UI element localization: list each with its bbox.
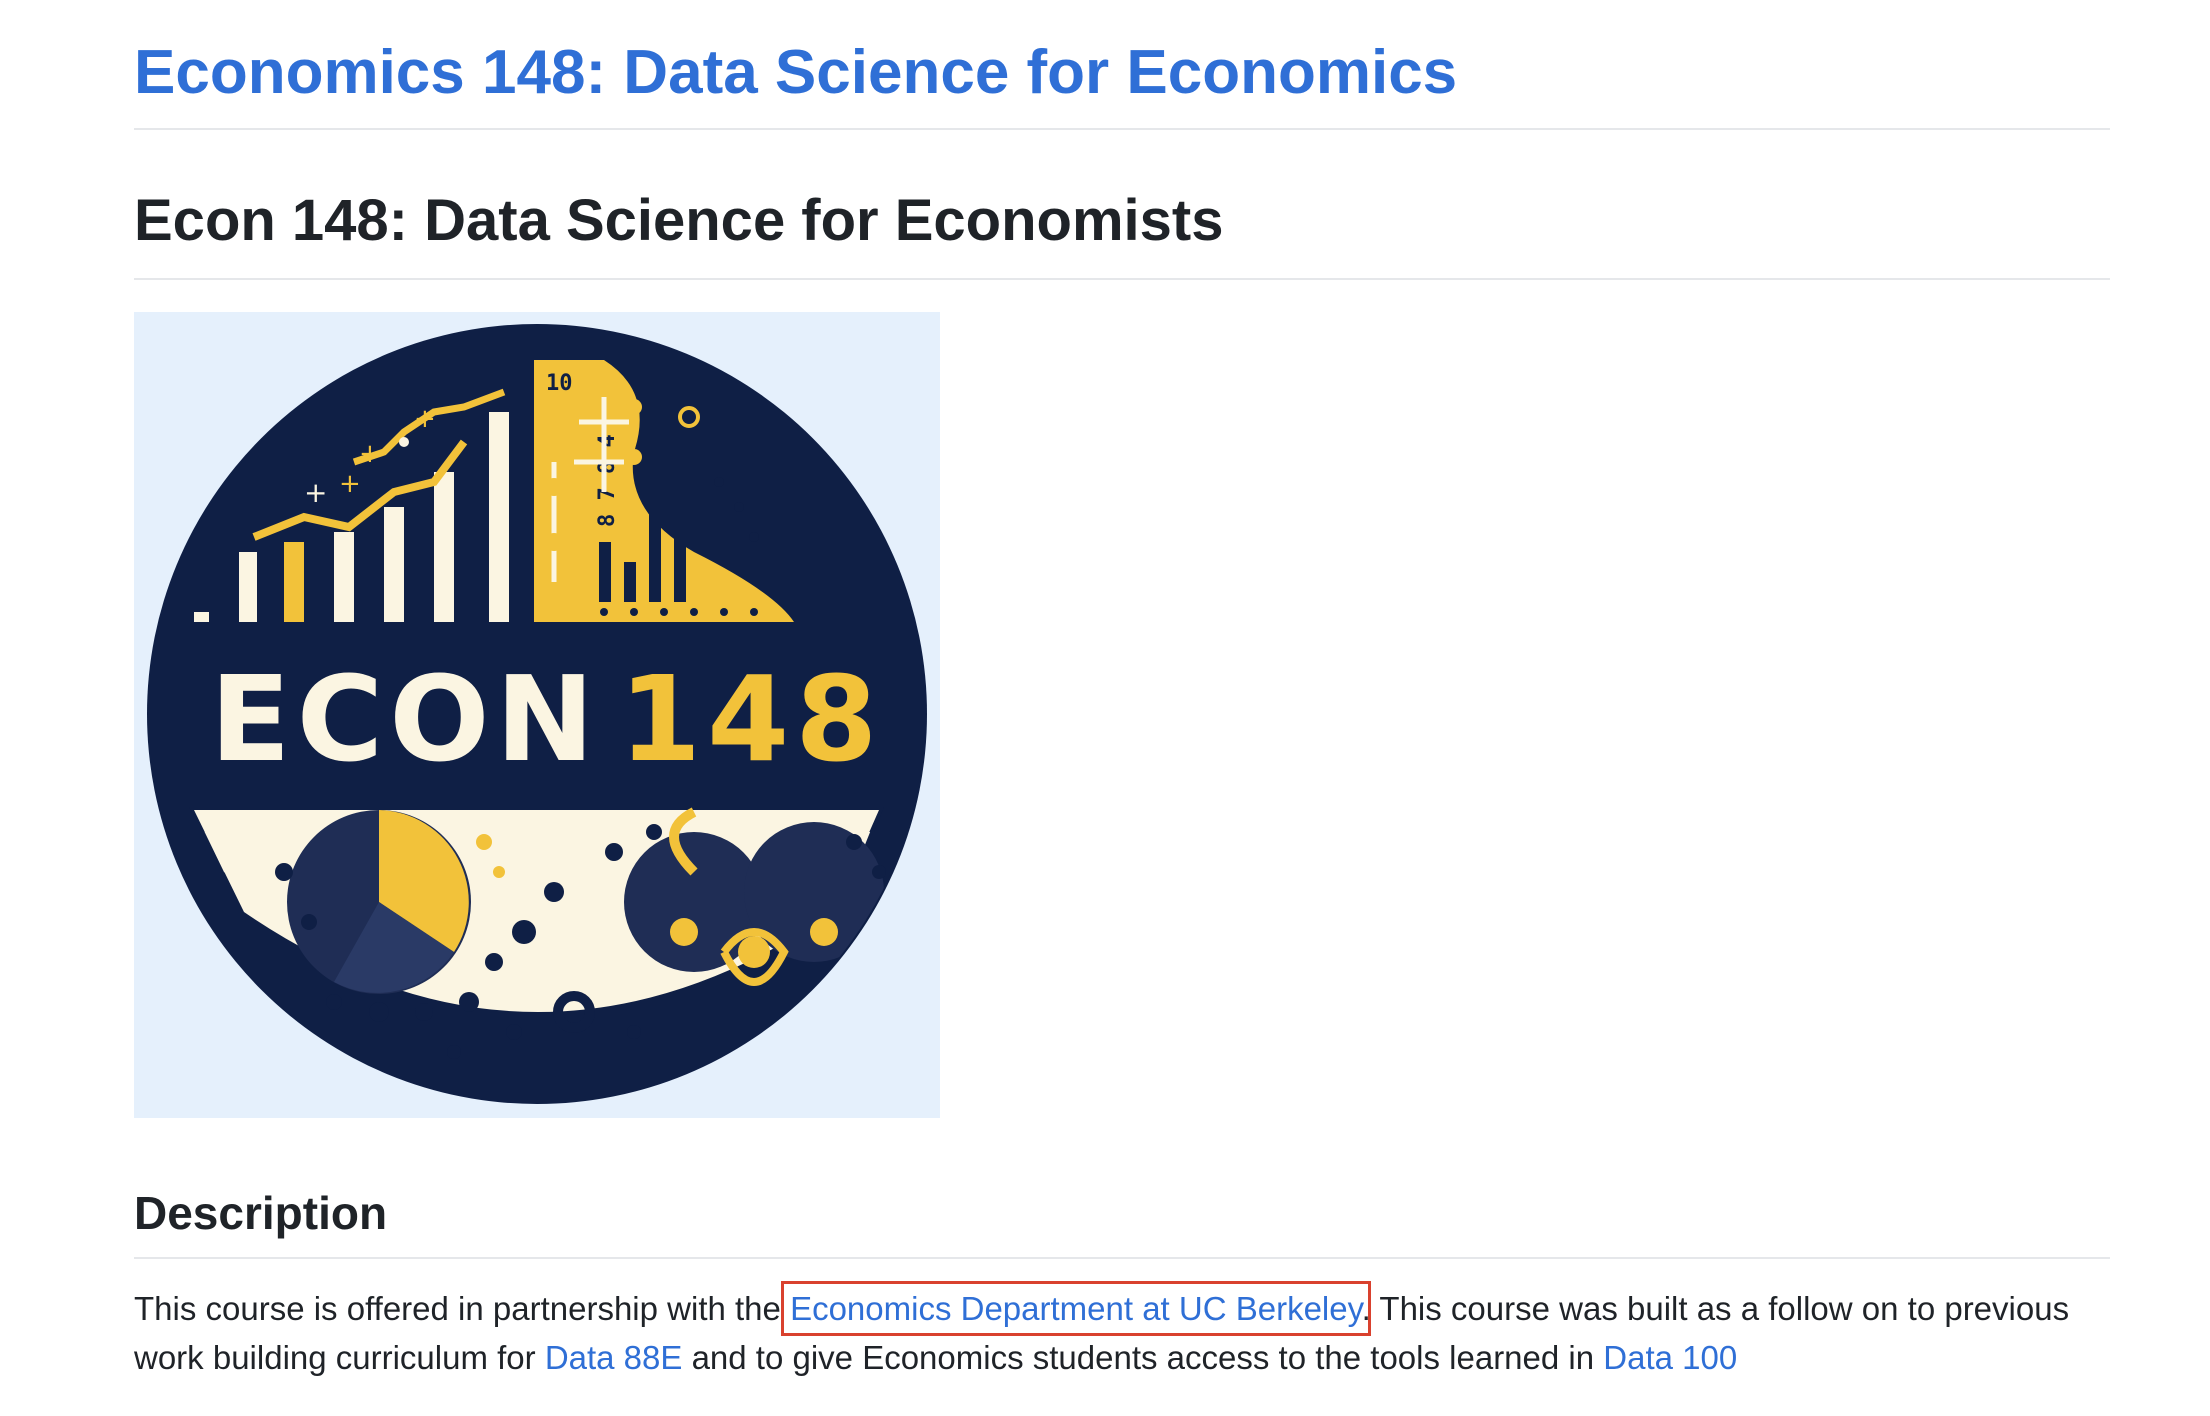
bar-chart-icon — [239, 552, 257, 622]
description-text: This course is offered in partnership wi… — [134, 1290, 791, 1327]
course-logo: + + + + 10 8 7 8 4 — [134, 312, 940, 1118]
page-title: Econ 148: Data Science for Economists — [134, 188, 1224, 253]
svg-text:+: + — [414, 404, 436, 434]
description-paragraph: This course is offered in partnership wi… — [134, 1281, 2110, 1382]
data-100-link[interactable]: Data 100 — [1603, 1339, 1738, 1376]
svg-text:+: + — [359, 439, 381, 469]
logo-text-econ: ECON — [210, 650, 600, 788]
logo-graphic: + + + + 10 8 7 8 4 — [147, 324, 927, 1104]
svg-text:+: + — [304, 476, 327, 509]
logo-text-148: 148 — [619, 650, 883, 788]
ruler-label: 10 — [546, 371, 573, 396]
divider — [134, 128, 2110, 130]
ruler-digits: 8 7 8 4 — [595, 434, 620, 527]
data-88e-link[interactable]: Data 88E — [544, 1339, 683, 1376]
site-title-link[interactable]: Economics 148: Data Science for Economic… — [134, 38, 1458, 107]
divider — [134, 1257, 2110, 1259]
divider — [134, 278, 2110, 280]
svg-text:+: + — [339, 469, 361, 499]
description-text: and to give Economics students access to… — [682, 1339, 1604, 1376]
network-icon — [624, 832, 764, 972]
trend-line-icon — [252, 439, 468, 541]
description-heading: Description — [134, 1187, 388, 1239]
description-text: . This course was built as a follow on t… — [134, 1290, 2070, 1376]
economics-department-link[interactable]: Economics Department at UC Berkeley — [781, 1281, 1371, 1336]
